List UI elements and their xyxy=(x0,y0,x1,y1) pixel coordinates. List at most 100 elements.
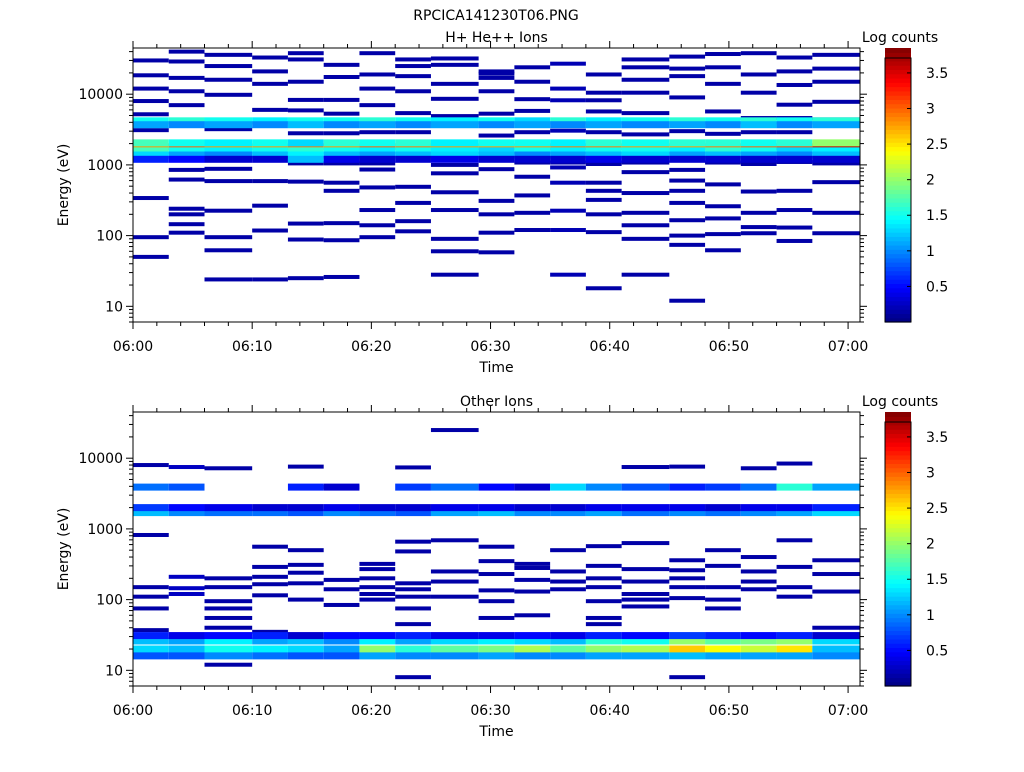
heatmap-cell xyxy=(621,147,670,155)
heatmap-cell xyxy=(133,632,169,640)
heatmap-cell xyxy=(359,585,396,590)
heatmap-cell xyxy=(252,564,288,569)
heatmap-cell xyxy=(478,652,515,660)
heatmap-cell xyxy=(323,637,360,645)
heatmap-cell xyxy=(359,652,396,660)
heatmap-cell xyxy=(133,99,169,104)
heatmap-cell xyxy=(550,569,586,574)
heatmap-cell xyxy=(359,103,396,108)
colorbar: 0.5 1 1.5 2 2.5 3 3.5 Log counts xyxy=(862,30,948,323)
panel-2: 10 100 1000 10000 06:00 06:10 06:20 06:30 06:40 0… xyxy=(56,394,948,740)
heatmap-cell xyxy=(550,579,586,584)
colorbar-segment xyxy=(885,617,911,623)
colorbar-segment xyxy=(885,531,911,537)
heatmap-cell xyxy=(669,66,706,71)
heatmap-cell xyxy=(705,652,741,660)
heatmap-cell xyxy=(287,179,324,184)
heatmap-cell xyxy=(359,504,396,512)
heatmap-cell xyxy=(287,548,324,553)
heatmap-cell xyxy=(252,155,288,163)
heatmap-cell xyxy=(514,121,551,129)
heatmap-cell xyxy=(133,147,169,155)
heatmap-cell xyxy=(478,133,515,138)
heatmap-cell xyxy=(669,568,706,573)
heatmap-cell xyxy=(204,127,253,132)
heatmap-cell xyxy=(585,147,622,155)
heatmap-cell xyxy=(669,464,706,469)
heatmap-cell xyxy=(323,131,360,136)
colorbar-segment xyxy=(885,454,911,460)
heatmap-cell xyxy=(287,562,324,567)
colorbar-segment xyxy=(885,236,911,242)
heatmap-cell xyxy=(514,504,551,512)
heatmap-cell xyxy=(323,62,360,67)
heatmap-cell xyxy=(740,509,777,517)
colorbar-segment xyxy=(885,185,911,190)
heatmap-cell xyxy=(812,66,860,71)
heatmap-cell xyxy=(621,117,670,125)
heatmap-cell xyxy=(585,139,622,147)
heatmap-cell xyxy=(669,178,706,183)
heatmap-cell xyxy=(204,606,253,611)
heatmap-cell xyxy=(669,585,706,590)
heatmap-cell xyxy=(669,242,706,247)
heatmap-cell xyxy=(478,632,515,640)
heatmap-cell xyxy=(740,189,777,194)
colorbar-segment xyxy=(885,82,911,88)
colorbar-segment xyxy=(885,446,911,452)
heatmap-cell xyxy=(740,51,777,56)
heatmap-cell xyxy=(430,62,479,67)
heatmap-cell xyxy=(133,151,169,159)
y-tick-label: 10 xyxy=(105,663,123,679)
heatmap-cell xyxy=(585,504,622,512)
heatmap-cell xyxy=(430,645,479,653)
heatmap-cell xyxy=(168,155,205,163)
heatmap-cell xyxy=(323,139,360,147)
heatmap-cell xyxy=(359,161,396,166)
heatmap-cell xyxy=(478,89,515,94)
heatmap-cell xyxy=(621,597,670,602)
heatmap-cell xyxy=(740,117,777,125)
heatmap-cell xyxy=(776,208,813,213)
heatmap-cell xyxy=(359,185,396,190)
heatmap-cell xyxy=(287,51,324,56)
heatmap-cell xyxy=(514,79,551,84)
heatmap-cell xyxy=(550,637,586,645)
colorbar-segment xyxy=(885,634,911,640)
heatmap-cell xyxy=(776,139,813,147)
heatmap-cell xyxy=(776,645,813,653)
heatmap-cell xyxy=(168,75,205,80)
heatmap-cell xyxy=(430,249,479,254)
heatmap-cell xyxy=(204,139,253,147)
colorbar-segment xyxy=(885,493,911,499)
colorbar-segment xyxy=(885,471,911,477)
heatmap-cell xyxy=(478,504,515,512)
heatmap-cell xyxy=(395,130,431,135)
heatmap-cell xyxy=(133,463,169,468)
colorbar-segment xyxy=(885,660,911,666)
heatmap-cell xyxy=(776,147,813,155)
colorbar-segment xyxy=(885,441,911,447)
heatmap-cell xyxy=(133,637,169,645)
heatmap-cell xyxy=(430,428,479,433)
heatmap-cell xyxy=(395,74,431,79)
heatmap-cell xyxy=(585,109,622,114)
heatmap-cell xyxy=(168,632,205,640)
heatmap-cell xyxy=(204,466,253,471)
colorbar-segment xyxy=(885,296,911,302)
heatmap-cell xyxy=(204,64,253,69)
colorbar-segment xyxy=(885,69,911,75)
heatmap-cell xyxy=(168,59,205,64)
heatmap-cell xyxy=(621,90,670,95)
colorbar-segment xyxy=(885,202,911,208)
heatmap-cell xyxy=(585,151,622,159)
colorbar-segment xyxy=(885,677,911,683)
y-tick-label: 10000 xyxy=(78,451,123,467)
heatmap-cell xyxy=(287,151,324,159)
heatmap-cell xyxy=(621,223,670,228)
heatmap-cell xyxy=(133,483,169,491)
colorbar-segment xyxy=(885,103,911,109)
heatmap-cell xyxy=(323,75,360,80)
heatmap-cell xyxy=(395,549,431,554)
x-tick-label: 06:00 xyxy=(113,339,153,355)
